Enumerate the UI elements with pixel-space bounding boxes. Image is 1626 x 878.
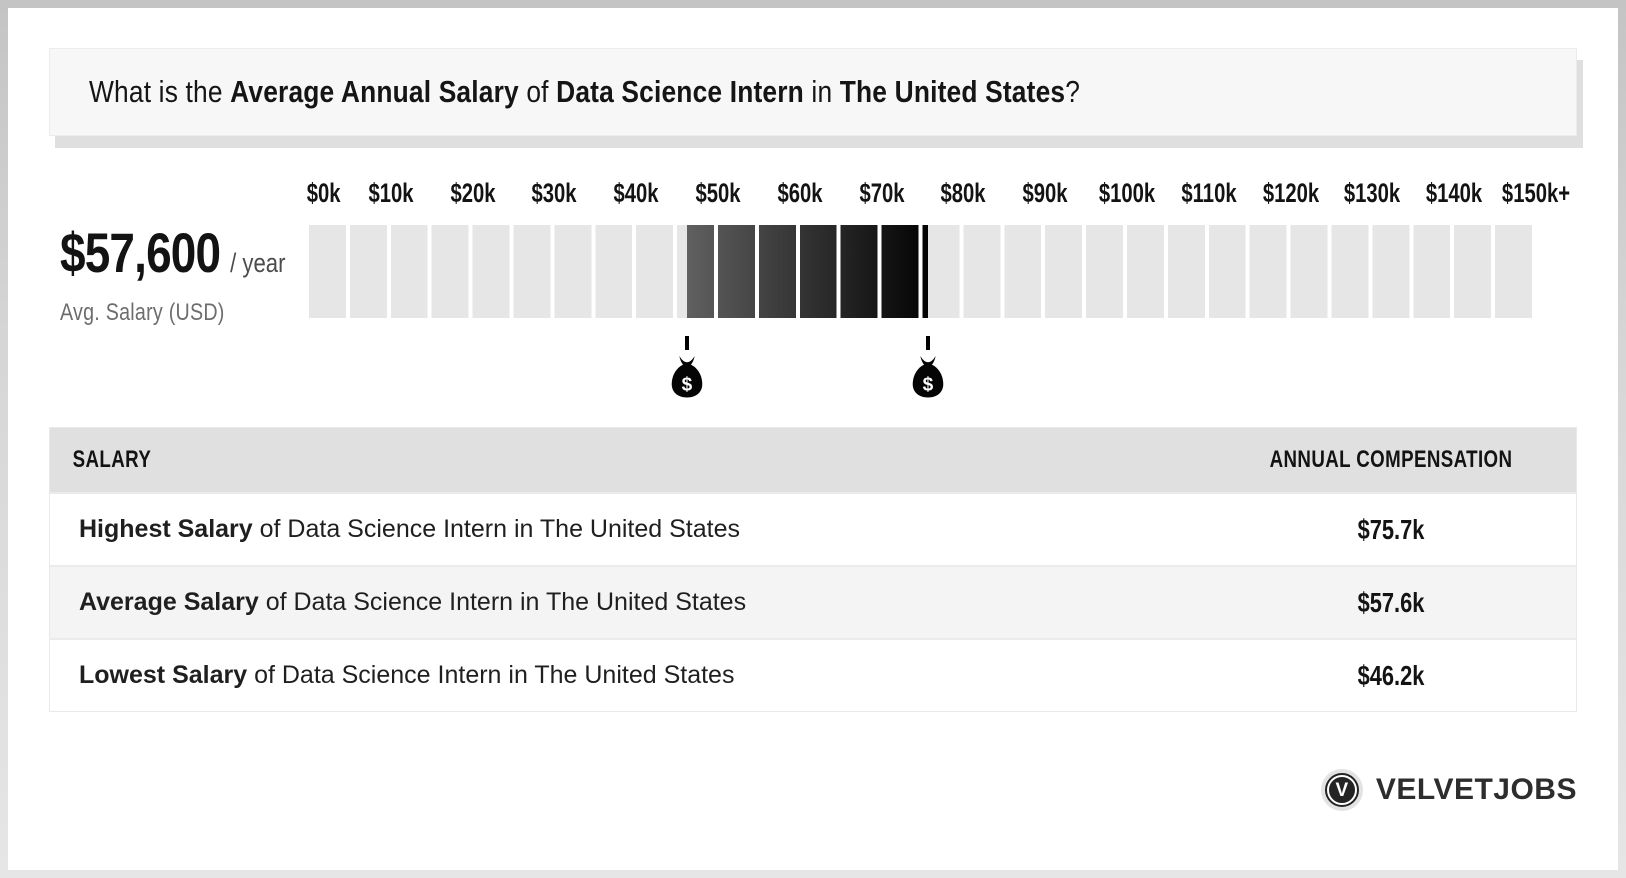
average-salary-amount: $57,600 [60,221,221,284]
header-annual-compensation: ANNUAL COMPENSATION [1269,446,1513,473]
axis-tick-label: $40k [613,178,659,208]
per-year-label: / year [230,248,286,278]
axis-tick-label: $130k [1344,178,1401,208]
table-header-row: SALARY ANNUAL COMPENSATION [50,428,1576,492]
segment-gaps-overlay [309,225,1536,318]
row-label-bold: Highest Salary [79,515,253,543]
marker-tick [684,336,689,350]
range-markers: $ $ [309,336,1536,406]
title-bold-role: Data Science Intern [556,74,804,109]
axis-tick-label: $0k [306,178,341,208]
table-row-average: Average Salary of Data Science Intern in… [50,565,1576,638]
marker-tick [926,336,931,350]
axis-tick-row: $0k $10k $20k $30k $40k $50k $60k $70k $80k $90k $… [306,178,1570,210]
axis-tick-label: $50k [695,178,741,208]
title-prefix: What is the [89,74,231,109]
page-title: What is the Average Annual Salary of Dat… [89,74,1080,110]
money-bag-icon: $ [912,356,944,398]
title-mid2: in [803,74,840,109]
axis-tick-label: $60k [777,178,823,208]
row-label: Highest Salary of Data Science Intern in… [50,515,1206,544]
title-bold-location: The United States [839,74,1066,109]
svg-text:$: $ [923,374,934,395]
row-label-rest: of Data Science Intern in The United Sta… [247,661,735,689]
lowest-salary-marker: $ [669,336,705,398]
money-bag-icon: $ [671,356,703,398]
infographic-card: What is the Average Annual Salary of Dat… [8,8,1618,870]
salary-scale-bar [309,225,1536,318]
row-value: $75.7k [1357,513,1425,545]
highest-salary-marker: $ [910,336,946,398]
title-mid1: of [518,74,557,109]
salary-table: SALARY ANNUAL COMPENSATION Highest Salar… [49,427,1577,712]
row-label-bold: Lowest Salary [79,661,248,689]
row-label: Average Salary of Data Science Intern in… [50,588,1206,617]
axis-tick-label: $90k [1022,178,1068,208]
row-label-bold: Average Salary [79,588,259,616]
logo-inner-ring [1326,775,1357,805]
header-salary: SALARY [72,446,152,473]
row-label: Lowest Salary of Data Science Intern in … [50,661,1206,690]
logo-circle-icon: V [1320,769,1363,811]
title-box: What is the Average Annual Salary of Dat… [49,48,1577,136]
axis-tick-label: $80k [940,178,986,208]
title-suffix: ? [1065,74,1081,109]
row-label-rest: of Data Science Intern in The United Sta… [258,588,747,616]
axis-tick-label: $120k [1262,178,1319,208]
axis-tick-label: $70k [859,178,905,208]
axis-tick-label: $140k [1426,178,1483,208]
row-label-rest: of Data Science Intern in The United Sta… [252,515,741,543]
average-salary-block: $57,600 / year Avg. Salary (USD) [60,220,322,327]
axis-tick-label: $10k [368,178,414,208]
axis-tick-label: $150k+ [1501,178,1571,208]
svg-text:$: $ [682,374,693,395]
axis-tick-label: $100k [1098,178,1156,208]
table-row-lowest: Lowest Salary of Data Science Intern in … [50,638,1576,711]
row-value: $57.6k [1357,586,1425,618]
title-bold-salary: Average Annual Salary [230,74,519,109]
row-value: $46.2k [1357,659,1425,691]
velvetjobs-logo: V VELVETJOBS [1320,769,1577,811]
logo-wordmark: VELVETJOBS [1375,773,1577,806]
axis-tick-label: $110k [1181,178,1237,208]
average-salary-caption: Avg. Salary (USD) [60,299,225,326]
axis-tick-label: $20k [450,178,496,208]
axis-tick-label: $30k [531,178,577,208]
table-row-highest: Highest Salary of Data Science Intern in… [50,492,1576,565]
